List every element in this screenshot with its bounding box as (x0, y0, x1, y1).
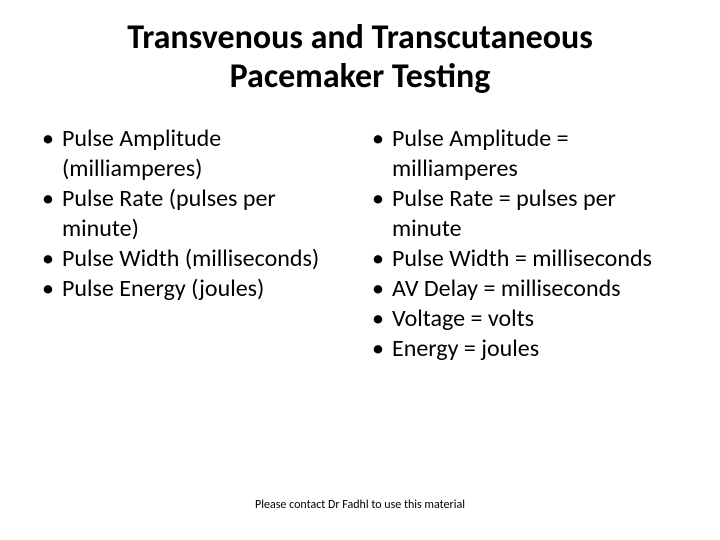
left-list: Pulse Amplitude (milliamperes) Pulse Rat… (40, 124, 350, 304)
list-item: Pulse Amplitude (milliamperes) (40, 124, 350, 184)
list-item: Energy = joules (370, 334, 680, 364)
left-column: Pulse Amplitude (milliamperes) Pulse Rat… (40, 124, 360, 364)
right-column: Pulse Amplitude = milliamperes Pulse Rat… (360, 124, 680, 364)
slide-title: Transvenous and Transcutaneous Pacemaker… (40, 18, 680, 96)
list-item: Voltage = volts (370, 304, 680, 334)
list-item: Pulse Rate (pulses per minute) (40, 184, 350, 244)
slide: Transvenous and Transcutaneous Pacemaker… (0, 0, 720, 540)
list-item: Pulse Amplitude = milliamperes (370, 124, 680, 184)
list-item: Pulse Energy (joules) (40, 274, 350, 304)
list-item: Pulse Width = milliseconds (370, 244, 680, 274)
content-columns: Pulse Amplitude (milliamperes) Pulse Rat… (40, 124, 680, 364)
footer-text: Please contact Dr Fadhl to use this mate… (0, 498, 720, 512)
list-item: Pulse Width (milliseconds) (40, 244, 350, 274)
list-item: Pulse Rate = pulses per minute (370, 184, 680, 244)
list-item: AV Delay = milliseconds (370, 274, 680, 304)
right-list: Pulse Amplitude = milliamperes Pulse Rat… (370, 124, 680, 364)
